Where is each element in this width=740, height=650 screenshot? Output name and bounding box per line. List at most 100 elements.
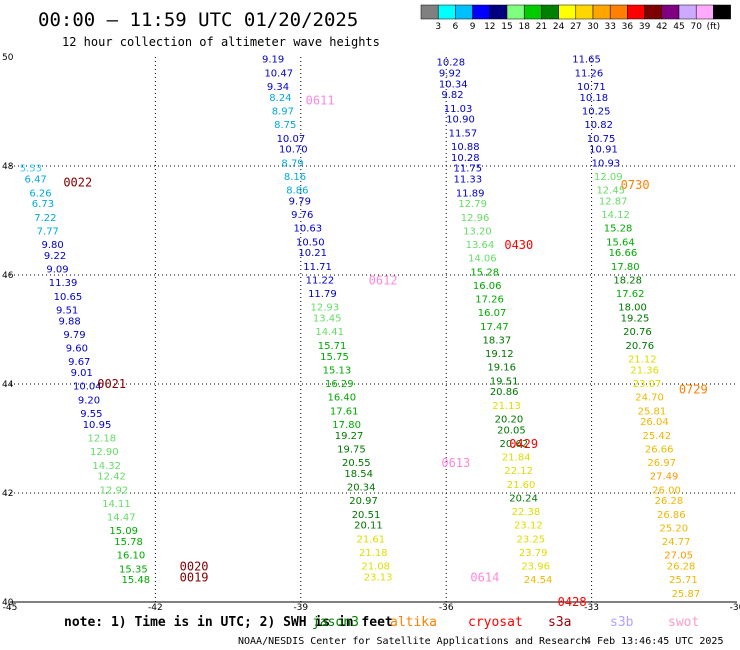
swh-value: 19.12	[485, 349, 514, 360]
swh-value: 16.66	[609, 248, 638, 259]
swh-value: 17.80	[611, 262, 640, 273]
swh-value: 23.13	[364, 572, 393, 583]
swh-value: 10.88	[451, 142, 480, 153]
swh-value: 18.00	[618, 303, 647, 314]
swh-value: 10.71	[577, 82, 606, 93]
pass-label: 0729	[679, 382, 708, 396]
swh-value: 12.42	[97, 472, 126, 483]
swh-value: 15.71	[318, 341, 347, 352]
x-tick-label: -33	[584, 603, 599, 613]
swh-value: 17.62	[616, 289, 645, 300]
swh-value: 10.04	[73, 382, 102, 393]
swh-value: 21.13	[492, 401, 521, 412]
swh-value: 25.81	[638, 406, 667, 417]
swh-value: 17.80	[332, 420, 361, 431]
swh-value: 26.28	[655, 496, 684, 507]
swh-value: 23.79	[519, 548, 548, 559]
swh-value: 10.95	[83, 420, 112, 431]
pass-label: 0614	[470, 570, 499, 584]
swh-value: 10.25	[582, 107, 611, 118]
colorbar-swatch	[455, 4, 473, 20]
swh-value: 9.67	[68, 357, 90, 368]
swh-value: 26.66	[645, 444, 674, 455]
swh-value: 25.87	[672, 589, 701, 600]
satellite-legend: jason3 altika cryosat s3a s3b swot	[312, 615, 699, 630]
swh-value: 10.75	[587, 134, 616, 145]
footer-note: note: 1) Time is in UTC; 2) SWH is in fe…	[64, 615, 393, 630]
swh-value: 25.20	[659, 523, 688, 534]
swh-value: 9.76	[291, 210, 313, 221]
y-tick-label: 48	[2, 162, 14, 172]
y-tick-label: 42	[2, 489, 13, 499]
swh-value: 19.16	[487, 363, 516, 374]
swh-value: 9.51	[56, 305, 78, 316]
colorbar-swatch	[661, 4, 680, 20]
swh-value: 10.50	[296, 237, 325, 248]
swh-value: 12.96	[461, 213, 490, 224]
swh-value: 9.09	[46, 265, 68, 276]
swh-value: 8.16	[284, 172, 306, 183]
pass-label: 0612	[369, 273, 398, 287]
pass-label: 0730	[621, 178, 650, 192]
swh-value: 20.11	[354, 521, 383, 532]
x-tick-label: -30	[730, 603, 740, 613]
swh-value: 9.82	[441, 90, 463, 101]
y-tick-label: 44	[2, 380, 14, 390]
swh-value: 14.41	[315, 327, 344, 338]
swh-value: 12.92	[100, 485, 129, 496]
swh-value: 26.86	[657, 510, 686, 521]
swh-value: 25.71	[669, 575, 698, 586]
swh-value: 24.77	[662, 537, 691, 548]
swh-value: 10.91	[589, 145, 618, 156]
swh-value: 20.76	[626, 341, 655, 352]
swh-value: 21.61	[357, 534, 386, 545]
swh-value: 8.86	[286, 186, 308, 197]
swh-value: 14.12	[601, 210, 630, 221]
colorbar-swatch	[541, 4, 559, 20]
swh-value: 13.64	[466, 240, 495, 251]
swh-value: 16.29	[325, 379, 354, 390]
swh-value: 20.97	[349, 496, 378, 507]
swh-value: 12.93	[310, 303, 339, 314]
swh-value: 10.65	[54, 292, 83, 303]
swh-value: 10.18	[579, 93, 608, 104]
swh-value: 10.93	[592, 158, 621, 169]
swh-value: 11.39	[49, 278, 78, 289]
legend-entry-altika: altika	[390, 615, 437, 630]
swh-value: 23.96	[521, 562, 550, 573]
swh-value: 26.28	[667, 562, 696, 573]
colorbar-label: 12	[484, 22, 495, 32]
swh-value: 10.34	[439, 79, 468, 90]
colorbar-swatch	[713, 4, 731, 20]
swh-value: 10.28	[451, 153, 480, 164]
swh-value: 14.47	[107, 513, 136, 524]
swh-value: 8.75	[274, 120, 296, 131]
swh-value: 27.05	[664, 551, 693, 562]
swh-value: 15.48	[121, 575, 150, 586]
y-tick-label: 46	[2, 271, 14, 281]
swh-value: 20.20	[495, 414, 524, 425]
colorbar-swatch	[420, 4, 439, 20]
swh-value: 8.97	[272, 107, 294, 118]
swh-value: 9.01	[71, 368, 93, 379]
swh-value: 16.40	[327, 393, 356, 404]
swh-value: 7.77	[37, 226, 59, 237]
colorbar-label: 21	[536, 22, 547, 32]
swh-value: 11.89	[456, 188, 485, 199]
y-tick-label: 40	[2, 598, 14, 608]
swh-value: 23.07	[633, 379, 662, 390]
swh-value: 18.37	[483, 335, 512, 346]
swh-value: 9.19	[262, 55, 284, 66]
colorbar-label: 33	[604, 22, 615, 32]
swh-value: 15.64	[606, 237, 635, 248]
swh-value: 11.03	[444, 104, 473, 115]
swh-value: 20.76	[623, 327, 652, 338]
colorbar-label: (ft)	[707, 22, 721, 32]
swh-value: 21.08	[361, 562, 390, 573]
pass-label: 0611	[306, 94, 335, 108]
chart-grid	[10, 57, 737, 602]
legend-entry-cryosat: cryosat	[468, 615, 523, 630]
swh-value: 25.42	[642, 431, 671, 442]
colorbar-label: 70	[690, 22, 702, 32]
swh-value: 10.21	[298, 248, 327, 259]
